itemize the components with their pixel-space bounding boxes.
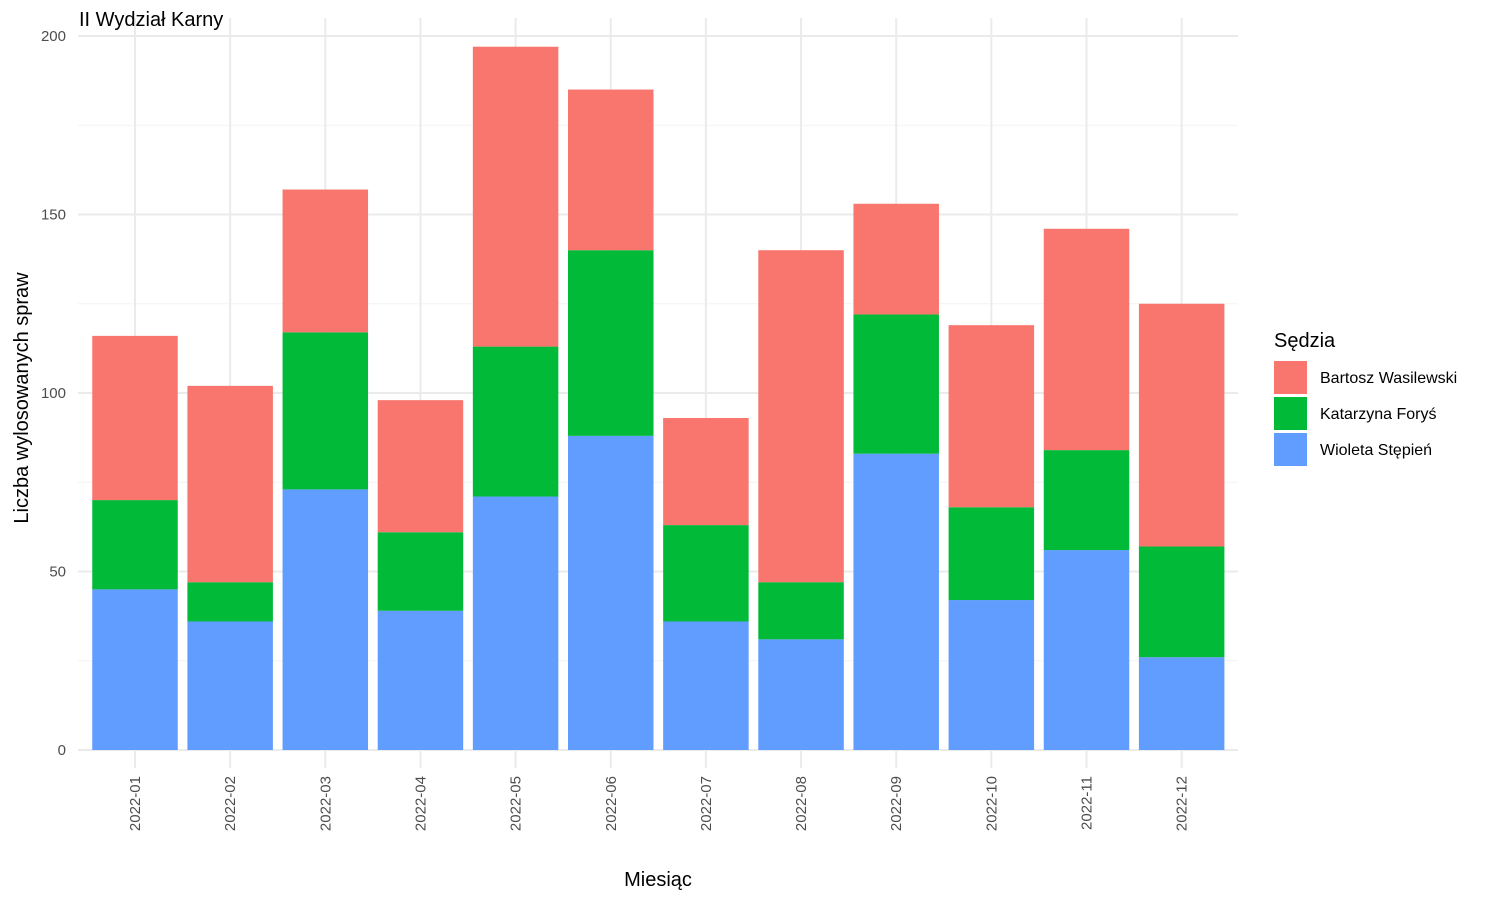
bar-segment bbox=[1043, 228, 1130, 451]
legend: Sędzia Bartosz Wasilewski Katarzyna Foryś… bbox=[1274, 330, 1457, 466]
y-tick-label: 50 bbox=[49, 564, 66, 581]
x-tick-label: 2022-10 bbox=[983, 776, 1000, 831]
legend-key bbox=[1274, 433, 1307, 466]
x-tick-label: 2022-11 bbox=[1079, 776, 1096, 830]
bar-segment bbox=[1043, 550, 1130, 750]
x-tick-label: 2022-04 bbox=[412, 776, 429, 831]
bars bbox=[92, 46, 1225, 750]
bar-segment bbox=[1043, 450, 1130, 551]
bar-segment bbox=[472, 496, 559, 750]
bar-segment bbox=[853, 314, 939, 454]
y-tick-label: 100 bbox=[41, 385, 66, 402]
bar-segment bbox=[853, 453, 939, 750]
y-tick-label: 200 bbox=[41, 28, 66, 45]
y-axis-ticks: 0 50 100 150 200 bbox=[41, 28, 66, 759]
bar-segment bbox=[472, 46, 559, 347]
bar-segment bbox=[377, 532, 464, 611]
x-tick-label: 2022-06 bbox=[603, 776, 620, 831]
bar-segment bbox=[758, 250, 844, 583]
x-tick-label: 2022-08 bbox=[793, 776, 810, 831]
bar-segment bbox=[92, 500, 178, 590]
bar-segment bbox=[187, 385, 273, 583]
y-axis-title: Liczba wylosowanych spraw bbox=[11, 272, 33, 524]
x-tick-label: 2022-02 bbox=[222, 776, 239, 831]
bar-segment bbox=[568, 435, 654, 750]
legend-items: Bartosz Wasilewski Katarzyna Foryś Wioleta… bbox=[1274, 361, 1457, 466]
bar-segment bbox=[758, 639, 844, 750]
bar-segment bbox=[377, 400, 464, 533]
bar-segment bbox=[92, 335, 178, 501]
bar-segment bbox=[187, 582, 273, 622]
bar-segment bbox=[92, 589, 178, 750]
bar-segment bbox=[663, 417, 749, 526]
legend-label: Bartosz Wasilewski bbox=[1320, 370, 1457, 387]
bar-segment bbox=[282, 189, 369, 333]
legend-label: Wioleta Stępień bbox=[1320, 442, 1432, 459]
bar-segment bbox=[663, 525, 749, 622]
bar-segment bbox=[187, 621, 273, 750]
chart-title: II Wydział Karny bbox=[79, 9, 223, 31]
bar-segment bbox=[1138, 546, 1225, 658]
legend-title: Sędzia bbox=[1274, 330, 1336, 352]
bar-segment bbox=[1138, 303, 1225, 547]
legend-key bbox=[1274, 397, 1307, 430]
x-tick-label: 2022-03 bbox=[317, 776, 334, 831]
x-axis-title: Miesiąc bbox=[624, 869, 692, 891]
y-tick-label: 150 bbox=[41, 207, 66, 224]
y-tick-label: 0 bbox=[58, 742, 66, 759]
bar-segment bbox=[377, 610, 464, 750]
bar-segment bbox=[282, 332, 369, 490]
bar-segment bbox=[758, 582, 844, 640]
legend-key bbox=[1274, 361, 1307, 394]
bar-segment bbox=[568, 89, 654, 251]
bar-segment bbox=[568, 250, 654, 436]
bar-segment bbox=[853, 203, 939, 315]
x-tick-label: 2022-12 bbox=[1174, 776, 1191, 831]
x-tick-label: 2022-05 bbox=[508, 776, 525, 831]
x-tick-label: 2022-01 bbox=[127, 776, 144, 831]
bar-segment bbox=[282, 489, 369, 750]
bar-segment bbox=[1138, 657, 1225, 750]
x-tick-label: 2022-09 bbox=[888, 776, 905, 831]
bar-segment bbox=[948, 507, 1035, 601]
bar-segment bbox=[663, 621, 749, 750]
bar-segment bbox=[472, 346, 559, 497]
bar-segment bbox=[948, 600, 1035, 750]
legend-label: Katarzyna Foryś bbox=[1320, 406, 1436, 423]
x-axis-ticks: 2022-01 2022-02 2022-03 2022-04 2022-05 2022-… bbox=[127, 776, 1191, 831]
bar-segment bbox=[948, 325, 1035, 508]
x-tick-label: 2022-07 bbox=[698, 776, 715, 831]
